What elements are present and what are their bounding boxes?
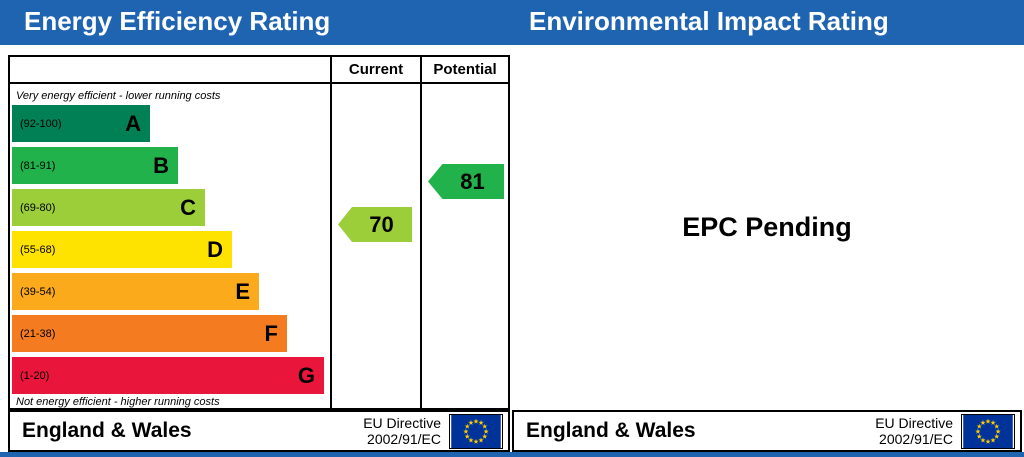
- potential-column-header: Potential: [433, 61, 497, 78]
- current-rating-arrow: 70: [338, 207, 412, 242]
- band-c-range: (69-80): [20, 201, 56, 214]
- band-a-letter: A: [125, 110, 141, 136]
- region-label: England & Wales: [22, 419, 192, 442]
- potential-rating-value: 81: [460, 168, 485, 194]
- environmental-impact-title: Environmental Impact Rating: [529, 6, 889, 36]
- inefficient-caption: Not energy efficient - higher running co…: [16, 396, 220, 408]
- band-e: (39-54) E: [12, 273, 259, 310]
- current-rating-value: 70: [369, 211, 394, 237]
- eu-directive-label: EU Directive 2002/91/EC: [875, 414, 953, 447]
- band-d-letter: D: [207, 236, 223, 262]
- band-f-letter: F: [264, 320, 278, 346]
- eu-directive-label: EU Directive 2002/91/EC: [363, 414, 441, 447]
- band-a-range: (92-100): [20, 117, 62, 130]
- band-b: (81-91) B: [12, 147, 178, 184]
- header-banner: Energy Efficiency Rating Environmental I…: [0, 0, 1024, 45]
- band-e-letter: E: [235, 278, 250, 304]
- column-divider: [330, 57, 332, 408]
- band-g-range: (1-20): [20, 369, 50, 382]
- eu-flag-icon: [961, 413, 1015, 449]
- band-f-range: (21-38): [20, 327, 56, 340]
- band-d: (55-68) D: [12, 231, 232, 268]
- energy-rating-chart: Current Potential Very energy efficient …: [8, 55, 510, 410]
- region-label: England & Wales: [526, 419, 696, 442]
- current-column-header: Current: [348, 61, 404, 78]
- efficient-caption: Very energy efficient - lower running co…: [16, 90, 221, 102]
- band-g: (1-20) G: [12, 357, 324, 394]
- band-c: (69-80) C: [12, 189, 205, 226]
- potential-rating-arrow: 81: [428, 164, 504, 199]
- header-divider: [10, 82, 508, 84]
- energy-efficiency-title: Energy Efficiency Rating: [24, 6, 331, 36]
- band-b-letter: B: [153, 152, 169, 178]
- bottom-accent-strip: [0, 452, 1024, 457]
- band-a: (92-100) A: [12, 105, 150, 142]
- band-d-range: (55-68): [20, 243, 56, 256]
- footer-left: England & Wales EU Directive 2002/91/EC: [8, 410, 510, 452]
- epc-pending-status: EPC Pending: [682, 212, 852, 242]
- column-divider: [420, 57, 422, 408]
- environmental-impact-panel: EPC Pending: [512, 45, 1022, 410]
- band-g-letter: G: [297, 362, 315, 388]
- band-e-range: (39-54): [20, 285, 56, 298]
- band-c-letter: C: [180, 194, 196, 220]
- footer-right: England & Wales EU Directive 2002/91/EC: [512, 410, 1022, 452]
- eu-flag-icon: [449, 413, 503, 449]
- band-f: (21-38) F: [12, 315, 287, 352]
- band-b-range: (81-91): [20, 159, 56, 172]
